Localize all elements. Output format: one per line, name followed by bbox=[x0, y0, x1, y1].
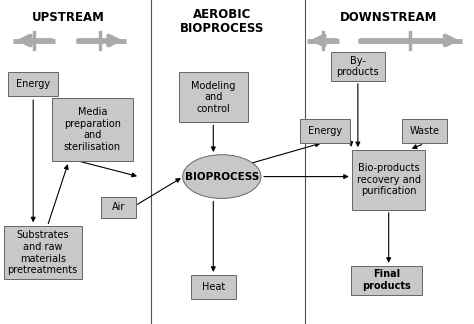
Text: Media
preparation
and
sterilisation: Media preparation and sterilisation bbox=[64, 107, 121, 152]
Text: Waste: Waste bbox=[409, 126, 439, 136]
Text: Air: Air bbox=[112, 202, 125, 212]
Text: Final
products: Final products bbox=[362, 270, 410, 291]
Text: Substrates
and raw
materials
pretreatments: Substrates and raw materials pretreatmen… bbox=[8, 230, 78, 275]
FancyBboxPatch shape bbox=[402, 119, 447, 143]
Text: Bio-products
recovery and
purification: Bio-products recovery and purification bbox=[356, 163, 421, 196]
FancyBboxPatch shape bbox=[100, 197, 136, 218]
FancyBboxPatch shape bbox=[331, 52, 385, 81]
FancyBboxPatch shape bbox=[9, 72, 58, 97]
Text: DOWNSTREAM: DOWNSTREAM bbox=[340, 11, 438, 24]
FancyBboxPatch shape bbox=[300, 119, 350, 143]
FancyBboxPatch shape bbox=[352, 150, 425, 210]
Text: UPSTREAM: UPSTREAM bbox=[32, 11, 105, 24]
Text: Modeling
and
control: Modeling and control bbox=[191, 81, 236, 114]
FancyBboxPatch shape bbox=[52, 98, 133, 161]
FancyBboxPatch shape bbox=[351, 266, 422, 295]
Text: By-
products: By- products bbox=[337, 56, 379, 77]
Text: BIOPROCESS: BIOPROCESS bbox=[185, 172, 259, 181]
Text: Energy: Energy bbox=[16, 79, 50, 89]
Text: Heat: Heat bbox=[201, 282, 225, 292]
FancyBboxPatch shape bbox=[191, 274, 236, 299]
FancyBboxPatch shape bbox=[179, 72, 247, 122]
Text: Energy: Energy bbox=[308, 126, 342, 136]
Text: AEROBIC
BIOPROCESS: AEROBIC BIOPROCESS bbox=[180, 8, 264, 35]
Ellipse shape bbox=[183, 155, 261, 198]
FancyBboxPatch shape bbox=[3, 226, 82, 279]
